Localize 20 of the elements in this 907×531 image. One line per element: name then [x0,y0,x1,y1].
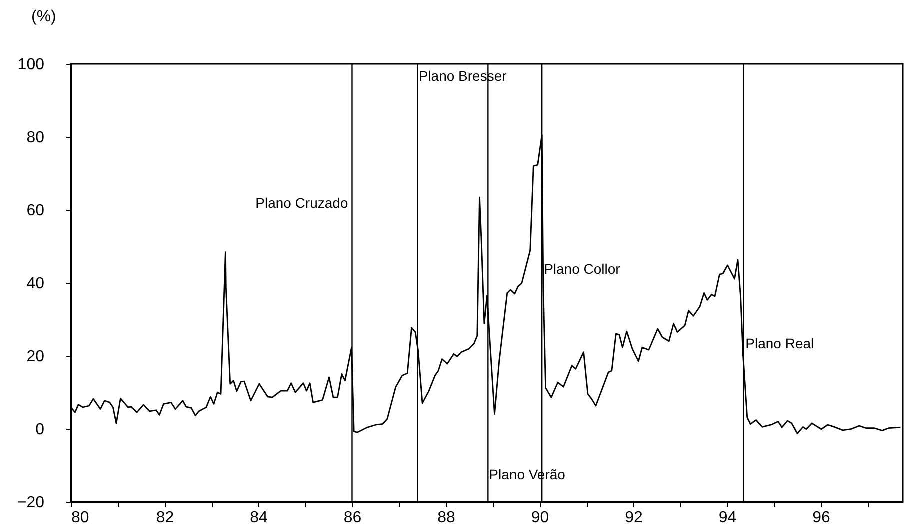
y-tick-label: 60 [26,202,45,220]
y-tick-label: 40 [26,276,45,292]
x-tick-label: 86 [344,510,362,526]
ref-line-label: Plano Collor [544,260,621,277]
x-tick-label: 84 [250,510,268,526]
y-tick-label: 20 [26,348,45,366]
x-tick-label: 82 [156,510,174,526]
y-axis-title: (%) [32,8,56,26]
y-tick-label: 0 [36,422,45,438]
y-tick-label: 80 [26,130,45,146]
ref-line-label: Plano Real [746,335,814,352]
y-tick-label: −20 [17,494,45,512]
x-tick-label: 90 [531,510,550,526]
x-tick-label: 88 [438,510,456,526]
ref-line-label: Plano Cruzado [256,195,348,212]
x-tick-label: 96 [812,510,830,526]
y-tick-label: 100 [18,56,45,74]
x-tick-label: 80 [72,510,90,526]
x-tick-label: 92 [625,510,643,526]
x-tick-label: 94 [718,510,737,526]
